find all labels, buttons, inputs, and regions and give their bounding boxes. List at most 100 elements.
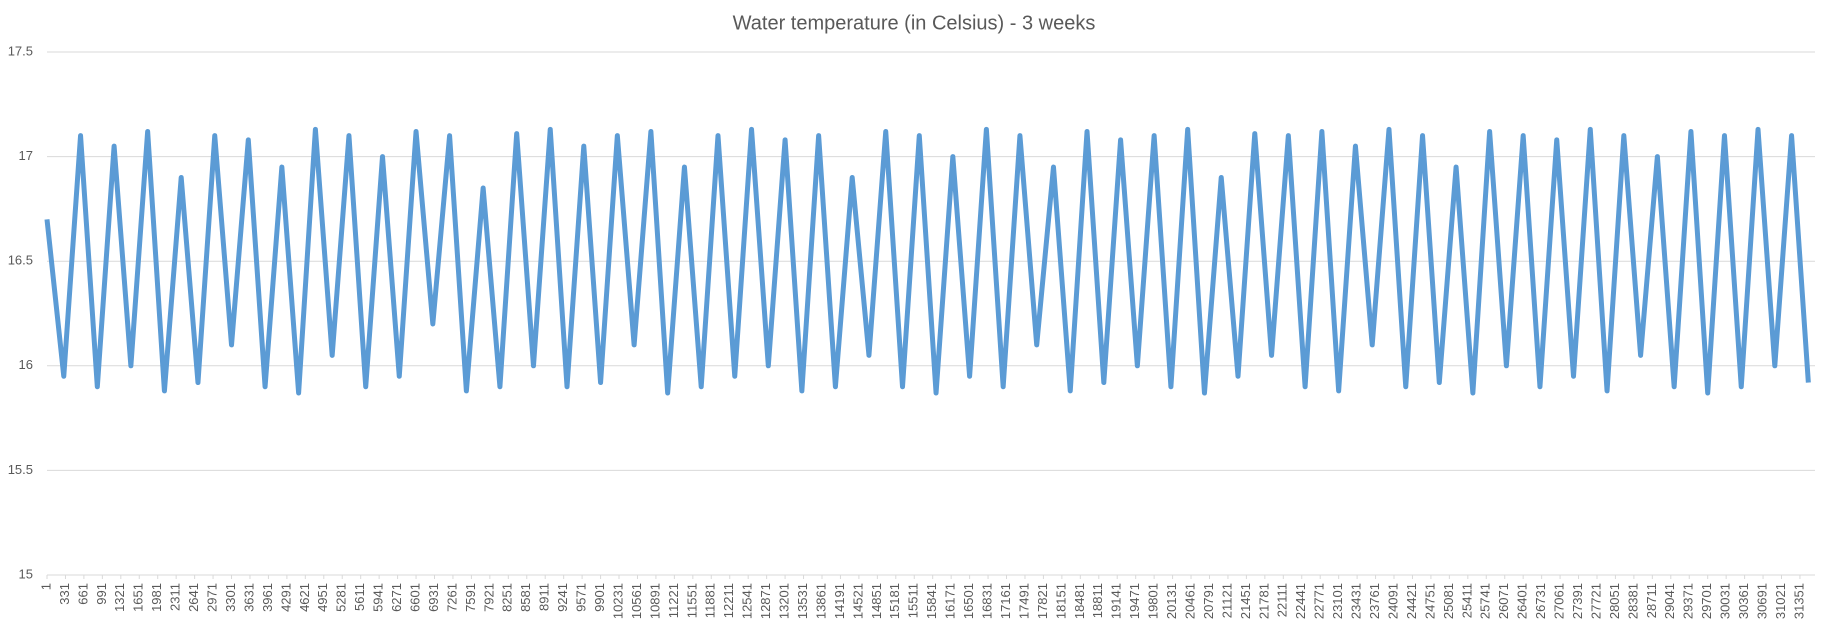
chart-title: Water temperature (in Celsius) - 3 weeks [733, 12, 1096, 34]
data-line [44, 126, 1811, 396]
x-tick-label: 25081 [1441, 583, 1456, 619]
x-tick-label: 26731 [1533, 583, 1548, 619]
x-tick-label: 5611 [352, 583, 367, 611]
x-tick-label: 1981 [149, 583, 164, 612]
x-tick-label: 20461 [1182, 583, 1197, 619]
x-tick-label: 23761 [1367, 583, 1382, 619]
x-tick-label: 19471 [1127, 583, 1142, 619]
x-tick-label: 16501 [961, 583, 976, 619]
y-tick-label: 16 [19, 357, 33, 372]
x-tick-label: 19801 [1146, 583, 1161, 619]
x-tick-label: 24751 [1422, 583, 1437, 619]
x-tick-label: 3961 [260, 583, 275, 612]
x-tick-label: 11551 [684, 583, 699, 618]
x-tick-label: 20791 [1201, 583, 1216, 619]
x-tick-label: 22111 [1275, 583, 1290, 617]
x-tick-label: 23431 [1349, 583, 1364, 619]
x-tick-label: 10891 [647, 583, 662, 619]
x-tick-label: 8581 [518, 583, 533, 612]
x-tick-label: 21781 [1256, 583, 1271, 619]
x-tick-label: 29701 [1699, 583, 1714, 619]
x-tick-label: 26401 [1515, 583, 1530, 619]
x-tick-label: 13531 [795, 583, 810, 619]
x-tick-label: 4291 [278, 583, 293, 612]
x-tick-label: 24091 [1385, 583, 1400, 619]
x-tick-label: 11221 [666, 583, 681, 618]
x-tick-label: 13861 [813, 583, 828, 619]
x-tick-label: 18151 [1053, 583, 1068, 619]
x-tick-label: 6931 [426, 583, 441, 612]
x-tick-label: 21451 [1238, 583, 1253, 619]
x-tick-label: 8251 [500, 583, 515, 612]
x-tick-label: 10561 [629, 583, 644, 619]
x-tick-label: 28051 [1607, 583, 1622, 619]
x-tick-label: 17491 [1016, 583, 1031, 619]
x-tick-label: 15181 [887, 583, 902, 619]
x-tick-label: 1 [38, 583, 53, 590]
x-tick-label: 11881 [703, 583, 718, 618]
x-tick-label: 6271 [389, 583, 404, 612]
x-tick-label: 26071 [1496, 583, 1511, 619]
x-tick-label: 2311 [168, 583, 183, 611]
x-tick-label: 14521 [850, 583, 865, 619]
x-tick-label: 24421 [1404, 583, 1419, 619]
x-tick-label: 7921 [481, 583, 496, 612]
x-tick-label: 331 [57, 583, 72, 605]
x-tick-label: 12211 [721, 583, 736, 618]
x-tick-label: 2971 [205, 583, 220, 612]
x-tick-label: 661 [75, 583, 90, 605]
x-tick-label: 15841 [924, 583, 939, 619]
x-tick-label: 1321 [112, 583, 127, 612]
x-tick-label: 17821 [1035, 583, 1050, 619]
x-tick-label: 991 [94, 583, 109, 605]
x-tick-label: 16831 [979, 583, 994, 619]
x-tick-label: 19141 [1109, 583, 1124, 619]
x-tick-label: 6601 [407, 583, 422, 612]
x-tick-label: 23101 [1330, 583, 1345, 619]
x-tick-label: 27391 [1570, 583, 1585, 619]
x-tick-label: 9901 [592, 583, 607, 612]
x-tick-label: 13201 [777, 583, 792, 619]
y-tick-label: 17.5 [8, 43, 33, 58]
x-tick-label: 14851 [869, 583, 884, 619]
x-tick-label: 25411 [1459, 583, 1474, 618]
x-tick-label: 7261 [444, 583, 459, 612]
x-tick-label: 4621 [297, 583, 312, 612]
x-tick-label: 31351 [1791, 583, 1806, 619]
x-tick-label: 9241 [555, 583, 570, 612]
x-tick-label: 8911 [537, 583, 552, 611]
y-tick-label: 15 [19, 566, 33, 581]
x-tick-label: 25741 [1478, 583, 1493, 619]
x-tick-label: 27721 [1588, 583, 1603, 619]
x-tick-label: 2641 [186, 583, 201, 612]
x-tick-label: 30691 [1754, 583, 1769, 619]
x-tick-label: 14191 [832, 583, 847, 619]
x-tick-label: 29041 [1662, 583, 1677, 619]
x-tick-label: 30361 [1736, 583, 1751, 619]
x-tick-label: 17161 [998, 583, 1013, 619]
x-tick-label: 12871 [758, 583, 773, 619]
x-tick-label: 9571 [574, 583, 589, 612]
y-tick-label: 16.5 [8, 253, 33, 268]
x-tick-label: 22441 [1293, 583, 1308, 619]
x-tick-label: 31021 [1773, 583, 1788, 619]
x-tick-label: 22771 [1312, 583, 1327, 619]
x-tick-label: 21121 [1219, 583, 1234, 618]
x-tick-label: 5281 [334, 583, 349, 612]
x-tick-label: 15511 [906, 583, 921, 618]
x-tick-label: 27061 [1552, 583, 1567, 619]
x-tick-label: 5941 [371, 583, 386, 612]
x-tick-label: 3631 [241, 583, 256, 612]
x-tick-label: 1651 [131, 583, 146, 612]
x-tick-label: 28711 [1644, 583, 1659, 618]
x-tick-label: 28381 [1625, 583, 1640, 619]
x-tick-label: 10231 [610, 583, 625, 619]
x-tick-label: 30031 [1718, 583, 1733, 619]
x-tick-label: 29371 [1681, 583, 1696, 619]
x-tick-label: 18811 [1090, 583, 1105, 618]
x-tick-label: 4951 [315, 583, 330, 612]
x-tick-label: 16171 [943, 583, 958, 619]
x-tick-label: 7591 [463, 583, 478, 612]
